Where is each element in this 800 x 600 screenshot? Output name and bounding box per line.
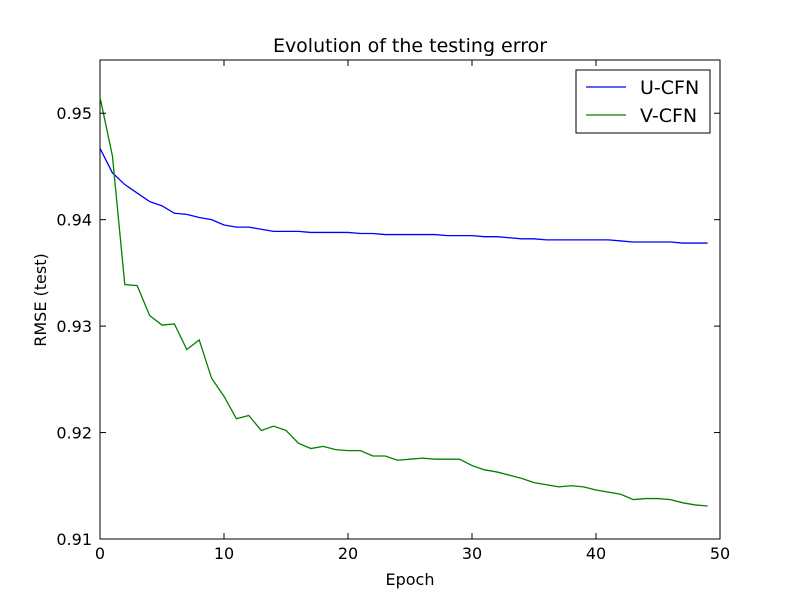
legend-label-v-cfn: V-CFN xyxy=(640,105,697,127)
y-tick-label: 0.93 xyxy=(56,317,92,336)
plot-area: 0 10 20 30 40 50 0.91 0.92 0.93 0.94 0.95 xyxy=(56,59,730,563)
ticks-layer: 0 10 20 30 40 50 0.91 0.92 0.93 0.94 0.95 xyxy=(56,60,730,563)
series-line-u-cfn xyxy=(99,148,708,244)
y-tick-label: 0.91 xyxy=(56,530,92,549)
legend-label-u-cfn: U-CFN xyxy=(640,77,699,99)
x-tick-label: 10 xyxy=(214,544,234,563)
x-tick-label: 40 xyxy=(586,544,606,563)
legend-items: U-CFN V-CFN xyxy=(586,77,699,127)
y-tick-label: 0.95 xyxy=(56,104,92,123)
x-axis-label: Epoch xyxy=(386,570,435,589)
series-layer xyxy=(99,97,708,507)
x-tick-label: 50 xyxy=(710,544,730,563)
legend-box xyxy=(575,69,711,134)
y-axis-label: RMSE (test) xyxy=(31,253,50,346)
x-tick-label: 30 xyxy=(462,544,482,563)
legend: U-CFN V-CFN xyxy=(575,69,711,134)
x-tick-label: 0 xyxy=(95,544,105,563)
series-line-v-cfn xyxy=(99,97,708,507)
x-tick-label: 20 xyxy=(338,544,358,563)
chart-title: Evolution of the testing error xyxy=(273,35,547,57)
y-tick-label: 0.92 xyxy=(56,424,92,443)
y-tick-label: 0.94 xyxy=(56,211,92,230)
